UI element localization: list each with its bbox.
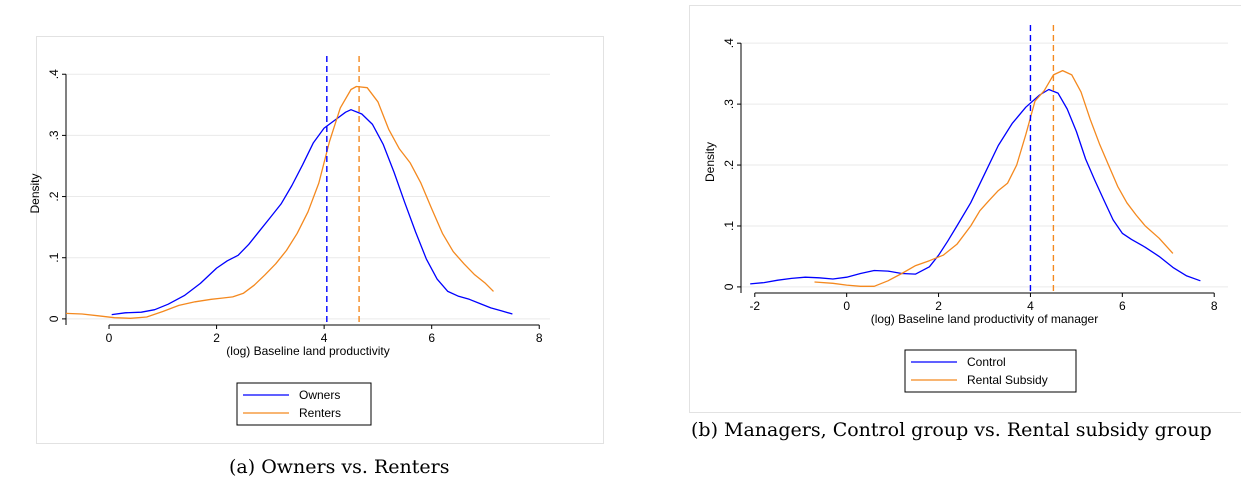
chart-a-ytick-label-0: 0: [47, 315, 61, 322]
caption-b: (b) Managers, Control group vs. Rental s…: [691, 418, 1241, 442]
chart-b-ytick-label-2: .2: [722, 160, 736, 170]
chart-a-series-renters-line: [65, 85, 494, 319]
chart-b-y-axis-title: Density: [703, 142, 717, 182]
chart-a-ytick-label-1: .1: [47, 252, 61, 262]
chart-b-xtick-label-3: 4: [1027, 299, 1034, 313]
chart-a-xtick-label-1: 2: [213, 331, 220, 345]
chart-b-xtick-label-5: 8: [1211, 299, 1218, 313]
chart-panel-b: [689, 5, 1241, 413]
chart-b-series-control-line: [750, 88, 1201, 285]
chart-b-series-rental-subsidy-line: [814, 69, 1174, 287]
caption-a: (a) Owners vs. Renters: [229, 456, 450, 478]
chart-a-xtick-label-2: 4: [321, 331, 328, 345]
chart-a-legend-box: [236, 382, 372, 426]
chart-panel-a: [36, 36, 604, 444]
chart-b-xtick-label-1: 0: [843, 299, 850, 313]
chart-a-x-axis-title: (log) Baseline land productivity: [226, 344, 389, 358]
chart-a-xtick-label-4: 8: [536, 331, 543, 345]
chart-a-series-owners-line: [111, 109, 513, 316]
chart-a-ytick-label-4: .4: [47, 69, 61, 79]
chart-b-x-axis-title: (log) Baseline land productivity of mana…: [871, 312, 1098, 326]
chart-b-ytick-label-4: .4: [722, 38, 736, 48]
chart-b-legend-label-1: Rental Subsidy: [967, 373, 1048, 387]
chart-b-xtick-label-0: -2: [749, 299, 760, 313]
chart-b-legend-label-0: Control: [967, 355, 1006, 369]
chart-b-ytick-label-1: .1: [722, 221, 736, 231]
chart-b-ytick-label-0: 0: [722, 283, 736, 290]
chart-a-ytick-label-2: .2: [47, 191, 61, 201]
chart-a-ytick-label-3: .3: [47, 130, 61, 140]
chart-b-xtick-label-2: 2: [935, 299, 942, 313]
chart-b-legend-box: [904, 349, 1077, 393]
chart-a-legend-label-0: Owners: [299, 388, 340, 402]
chart-a-y-axis-title: Density: [28, 173, 42, 213]
chart-b-ytick-label-3: .3: [722, 99, 736, 109]
caption-b-text: (b) Managers, Control group vs. Rental s…: [691, 419, 1212, 441]
chart-a-legend-label-1: Renters: [299, 406, 341, 420]
chart-a-xtick-label-3: 6: [428, 331, 435, 345]
chart-a-xtick-label-0: 0: [106, 331, 113, 345]
chart-b-xtick-label-4: 6: [1119, 299, 1126, 313]
